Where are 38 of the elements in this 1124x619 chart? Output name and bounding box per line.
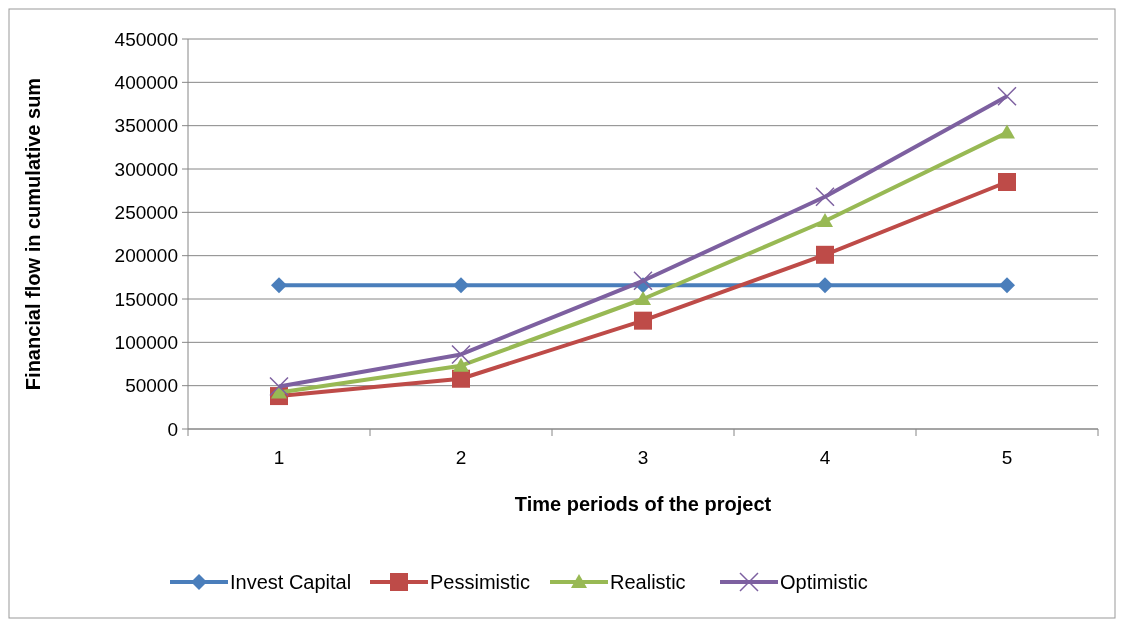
y-tick-label: 300000 <box>114 158 178 180</box>
point <box>453 277 469 294</box>
point <box>452 369 470 388</box>
x-tick-label: 1 <box>273 447 285 468</box>
x-tick-label: 2 <box>455 447 467 468</box>
y-tick-label: 450000 <box>114 28 178 50</box>
point <box>635 291 651 305</box>
y-tick-label: 100000 <box>114 331 178 353</box>
point <box>997 86 1017 106</box>
y-tick-label: 150000 <box>114 288 178 310</box>
y-tick-label: 400000 <box>114 71 178 93</box>
x-tick-label: 5 <box>1001 447 1013 468</box>
y-tick-label: 350000 <box>114 115 178 137</box>
legend-label: Pessimistic <box>430 571 531 593</box>
x-tick-label: 3 <box>637 447 649 468</box>
point <box>999 277 1015 294</box>
point <box>999 124 1015 139</box>
point <box>271 277 287 294</box>
point <box>817 213 833 227</box>
y-axis-title: Financial flow in cumulative sum <box>22 77 44 391</box>
legend-label: Invest Capital <box>230 571 352 593</box>
y-tick-label: 50000 <box>125 375 178 397</box>
point <box>634 311 652 330</box>
x-axis-title: Time periods of the project <box>514 493 772 515</box>
legend-label: Optimistic <box>780 571 868 593</box>
point <box>998 173 1016 191</box>
y-tick-label: 200000 <box>114 245 178 267</box>
point <box>816 245 834 264</box>
point <box>269 376 289 397</box>
point <box>451 344 471 365</box>
point <box>817 277 833 294</box>
point <box>633 271 653 291</box>
y-tick-label: 250000 <box>114 201 178 223</box>
legend-label: Realistic <box>610 571 686 593</box>
y-tick-label: 0 <box>167 418 178 440</box>
point <box>453 357 469 372</box>
point <box>815 186 835 207</box>
x-tick-label: 4 <box>819 447 831 468</box>
